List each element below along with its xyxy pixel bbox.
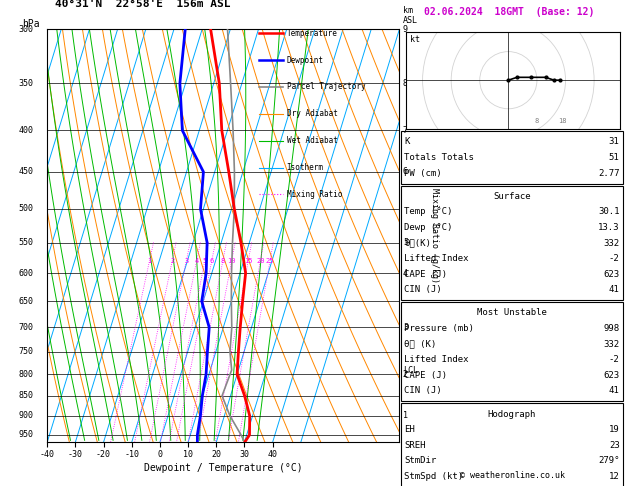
- Text: 8: 8: [221, 258, 225, 264]
- Text: 350: 350: [18, 79, 33, 88]
- Text: 279°: 279°: [598, 456, 620, 465]
- Text: 31: 31: [609, 138, 620, 146]
- Text: 850: 850: [18, 391, 33, 400]
- Text: 2: 2: [403, 370, 408, 379]
- Text: CIN (J): CIN (J): [404, 386, 442, 395]
- Text: Hodograph: Hodograph: [488, 410, 536, 418]
- Text: 623: 623: [603, 270, 620, 278]
- Text: StmSpd (kt): StmSpd (kt): [404, 472, 464, 481]
- Text: kt: kt: [410, 35, 420, 45]
- Text: 2.77: 2.77: [598, 169, 620, 177]
- Text: 300: 300: [18, 25, 33, 34]
- Text: θᴄ (K): θᴄ (K): [404, 340, 437, 348]
- Text: 10: 10: [227, 258, 236, 264]
- Text: 30.1: 30.1: [598, 208, 620, 216]
- Text: StmDir: StmDir: [404, 456, 437, 465]
- Text: 20: 20: [256, 258, 265, 264]
- Text: CAPE (J): CAPE (J): [404, 270, 447, 278]
- Text: hPa: hPa: [23, 19, 40, 29]
- Text: CAPE (J): CAPE (J): [404, 371, 447, 380]
- Text: K: K: [404, 138, 410, 146]
- Text: 5: 5: [403, 238, 408, 247]
- Text: 623: 623: [603, 371, 620, 380]
- Text: 600: 600: [18, 269, 33, 278]
- Text: 650: 650: [18, 297, 33, 306]
- Text: Dry Adiabat: Dry Adiabat: [287, 109, 338, 119]
- Text: EH: EH: [404, 425, 415, 434]
- Text: Lifted Index: Lifted Index: [404, 355, 469, 364]
- Text: 7: 7: [403, 126, 408, 135]
- Text: km
ASL: km ASL: [403, 6, 418, 25]
- Text: SREH: SREH: [404, 441, 426, 450]
- Text: 4: 4: [403, 269, 408, 278]
- Text: 9: 9: [403, 25, 408, 34]
- Text: 500: 500: [18, 205, 33, 213]
- Text: Temperature: Temperature: [287, 29, 338, 38]
- Text: Mixing Ratio: Mixing Ratio: [287, 190, 342, 199]
- Text: 550: 550: [18, 238, 33, 247]
- Text: 51: 51: [609, 153, 620, 162]
- Text: PW (cm): PW (cm): [404, 169, 442, 177]
- Text: 950: 950: [18, 431, 33, 439]
- Text: 3: 3: [184, 258, 188, 264]
- Text: Wet Adiabat: Wet Adiabat: [287, 136, 338, 145]
- Text: LCL: LCL: [403, 365, 418, 375]
- Text: Totals Totals: Totals Totals: [404, 153, 474, 162]
- Text: Temp (°C): Temp (°C): [404, 208, 453, 216]
- Text: 41: 41: [609, 285, 620, 294]
- Text: CIN (J): CIN (J): [404, 285, 442, 294]
- Text: 800: 800: [18, 370, 33, 379]
- Text: -2: -2: [609, 254, 620, 263]
- Text: 19: 19: [609, 425, 620, 434]
- Text: Parcel Trajectory: Parcel Trajectory: [287, 83, 365, 91]
- Text: 18: 18: [559, 118, 567, 124]
- Text: 25: 25: [265, 258, 274, 264]
- Text: Dewpoint: Dewpoint: [287, 55, 324, 65]
- Text: Isotherm: Isotherm: [287, 163, 324, 172]
- Text: Surface: Surface: [493, 192, 531, 201]
- Text: 40°31'N  22°58'E  156m ASL: 40°31'N 22°58'E 156m ASL: [55, 0, 230, 8]
- Text: 450: 450: [18, 167, 33, 176]
- Text: 41: 41: [609, 386, 620, 395]
- Text: 13.3: 13.3: [598, 223, 620, 232]
- Text: θᴄ(K): θᴄ(K): [404, 239, 431, 247]
- Text: Pressure (mb): Pressure (mb): [404, 324, 474, 333]
- Text: 23: 23: [609, 441, 620, 450]
- Text: 750: 750: [18, 347, 33, 356]
- Text: Most Unstable: Most Unstable: [477, 309, 547, 317]
- Text: 2: 2: [170, 258, 174, 264]
- Text: Mixing Ratio (g/kg): Mixing Ratio (g/kg): [430, 188, 439, 283]
- Text: -2: -2: [609, 355, 620, 364]
- Text: 02.06.2024  18GMT  (Base: 12): 02.06.2024 18GMT (Base: 12): [425, 7, 594, 17]
- Text: 700: 700: [18, 323, 33, 332]
- Text: 8: 8: [535, 118, 539, 124]
- Text: 998: 998: [603, 324, 620, 333]
- Text: Lifted Index: Lifted Index: [404, 254, 469, 263]
- Text: 332: 332: [603, 239, 620, 247]
- Text: 15: 15: [244, 258, 252, 264]
- Text: 4: 4: [194, 258, 199, 264]
- X-axis label: Dewpoint / Temperature (°C): Dewpoint / Temperature (°C): [144, 463, 303, 473]
- Text: 6: 6: [403, 167, 408, 176]
- Text: 3: 3: [403, 323, 408, 332]
- Text: 400: 400: [18, 126, 33, 135]
- Text: 5: 5: [203, 258, 207, 264]
- Text: © weatheronline.co.uk: © weatheronline.co.uk: [460, 471, 565, 480]
- Text: 12: 12: [609, 472, 620, 481]
- Text: 8: 8: [403, 79, 408, 88]
- Text: 1: 1: [403, 411, 408, 420]
- Text: 332: 332: [603, 340, 620, 348]
- Text: 1: 1: [147, 258, 152, 264]
- Text: 900: 900: [18, 411, 33, 420]
- Text: Dewp (°C): Dewp (°C): [404, 223, 453, 232]
- Text: 6: 6: [209, 258, 214, 264]
